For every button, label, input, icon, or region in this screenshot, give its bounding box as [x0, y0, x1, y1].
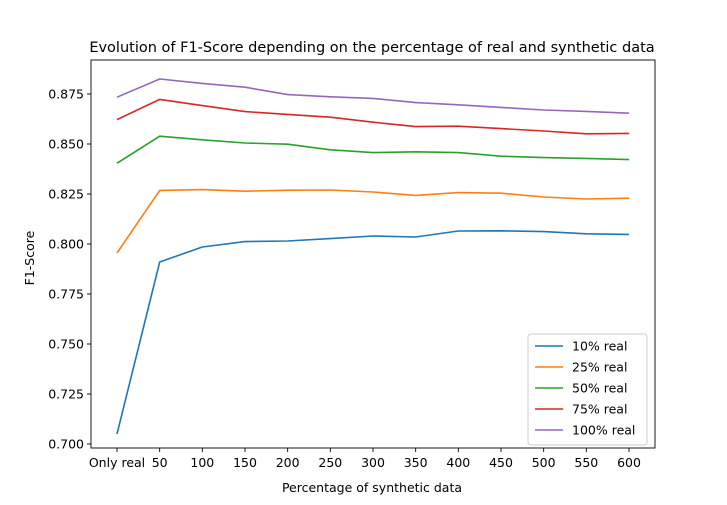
x-tick-label: 100	[190, 455, 214, 470]
x-tick-label: 600	[617, 455, 641, 470]
legend-label: 10% real	[572, 339, 627, 354]
y-tick-label: 0.800	[48, 237, 84, 252]
x-tick-label: 550	[574, 455, 598, 470]
series-line-2	[116, 135, 630, 164]
x-tick-label: 300	[361, 455, 385, 470]
legend-label: 25% real	[572, 360, 627, 375]
legend-label: 75% real	[572, 402, 627, 417]
series-line-4	[116, 78, 630, 114]
x-tick-label: 50	[152, 455, 168, 470]
x-tick-label: 450	[489, 455, 513, 470]
x-axis-label: Percentage of synthetic data	[282, 480, 462, 495]
x-tick-label: 350	[404, 455, 428, 470]
y-tick-label: 0.875	[48, 87, 84, 102]
legend: 10% real 25% real 50% real 75% real 100% rea…	[527, 333, 648, 446]
x-tick-label: 150	[233, 455, 257, 470]
legend-label: 50% real	[572, 381, 627, 396]
y-tick-label: 0.825	[48, 187, 84, 202]
y-tick-label: 0.700	[48, 437, 84, 452]
y-tick-label: 0.775	[48, 287, 84, 302]
series-line-1	[116, 188, 630, 254]
x-tick-label: 400	[446, 455, 470, 470]
y-tick-label: 0.725	[48, 387, 84, 402]
series-line-3	[116, 98, 630, 135]
x-tick-label: 500	[532, 455, 556, 470]
series-line-0	[116, 230, 630, 435]
y-axis: 0.700 0.725 0.750 0.775 0.800 0.825 0.850 0.875	[48, 87, 91, 452]
legend-box	[527, 333, 648, 446]
x-tick-label: 200	[276, 455, 300, 470]
legend-label: 100% real	[572, 423, 635, 438]
x-tick-label: 250	[318, 455, 342, 470]
x-axis: Only real 50 100 150 200 250 300 350 400 450 500 55…	[89, 448, 641, 470]
y-tick-label: 0.750	[48, 337, 84, 352]
x-tick-label: Only real	[89, 455, 145, 470]
chart-title: Evolution of F1-Score depending on the p…	[89, 40, 654, 56]
y-tick-label: 0.850	[48, 137, 84, 152]
y-axis-label: F1-Score	[22, 230, 37, 285]
series-lines	[116, 78, 630, 435]
